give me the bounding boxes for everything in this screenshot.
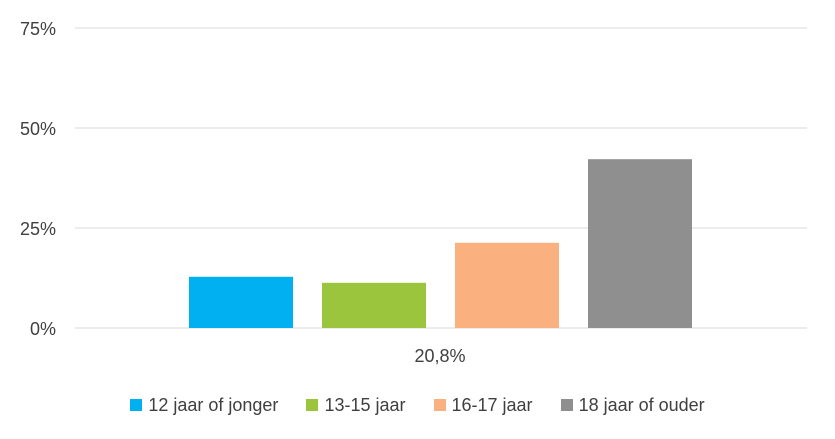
legend-swatch bbox=[306, 399, 319, 411]
legend-label: 13-15 jaar bbox=[324, 394, 406, 415]
bars bbox=[189, 159, 692, 328]
y-tick-label: 25% bbox=[20, 219, 56, 239]
bar-chart: 0% 25% 50% 75% 20,8% bbox=[20, 19, 807, 366]
legend-item-18-jaar-of-ouder: 18 jaar of ouder bbox=[560, 394, 705, 416]
bar bbox=[588, 159, 692, 328]
legend-swatch bbox=[130, 399, 143, 411]
legend-swatch bbox=[433, 399, 446, 411]
legend-item-16-17-jaar: 16-17 jaar bbox=[433, 394, 533, 416]
category-label: 20,8% bbox=[414, 346, 465, 366]
y-tick-label: 50% bbox=[20, 119, 56, 139]
bar bbox=[322, 282, 426, 328]
legend: 12 jaar of jonger 13-15 jaar 16-17 jaar … bbox=[0, 392, 835, 418]
legend-swatch bbox=[560, 399, 573, 411]
y-tick-label: 0% bbox=[30, 319, 56, 339]
legend-item-12-jaar-of-jonger: 12 jaar of jonger bbox=[130, 395, 278, 416]
bar bbox=[189, 276, 293, 328]
legend-label: 16-17 jaar bbox=[451, 394, 533, 415]
y-axis-ticks: 0% 25% 50% 75% bbox=[20, 19, 56, 339]
legend-label: 18 jaar of ouder bbox=[578, 394, 705, 415]
gridlines bbox=[75, 27, 807, 329]
legend-label: 12 jaar of jonger bbox=[148, 394, 279, 415]
legend-item-13-15-jaar: 13-15 jaar bbox=[306, 394, 406, 416]
bar bbox=[455, 242, 559, 328]
y-tick-label: 75% bbox=[20, 19, 56, 39]
